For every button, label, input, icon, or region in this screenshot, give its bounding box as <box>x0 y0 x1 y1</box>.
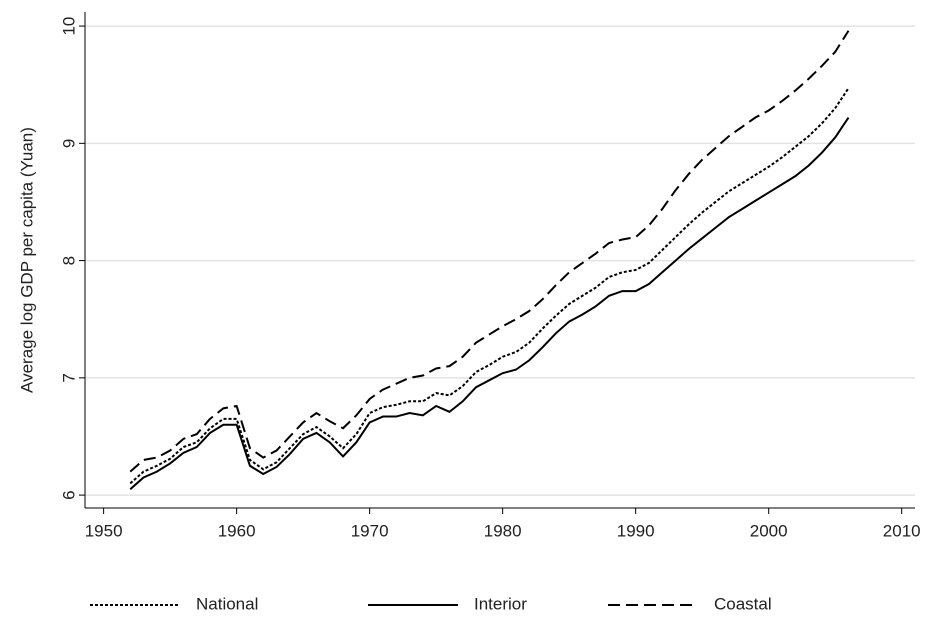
y-tick-label: 8 <box>59 256 78 265</box>
line-series <box>129 87 850 485</box>
legend-label: Interior <box>474 594 527 613</box>
y-axis-label: Average log GDP per capita (Yuan) <box>17 127 36 393</box>
line-series <box>129 30 850 473</box>
legend-label: National <box>196 594 258 613</box>
line-series <box>129 116 850 490</box>
x-tick-label: 2010 <box>883 521 921 540</box>
x-tick-label: 1990 <box>617 521 655 540</box>
x-tick-label: 1980 <box>484 521 522 540</box>
y-tick-label: 10 <box>59 17 78 36</box>
x-tick-label: 1970 <box>351 521 389 540</box>
y-tick-label: 7 <box>59 373 78 382</box>
x-tick-label: 1950 <box>85 521 123 540</box>
y-tick-label: 6 <box>59 490 78 499</box>
x-tick-label: 1960 <box>218 521 256 540</box>
legend-label: Coastal <box>714 594 772 613</box>
y-tick-label: 9 <box>59 139 78 148</box>
x-tick-label: 2000 <box>750 521 788 540</box>
